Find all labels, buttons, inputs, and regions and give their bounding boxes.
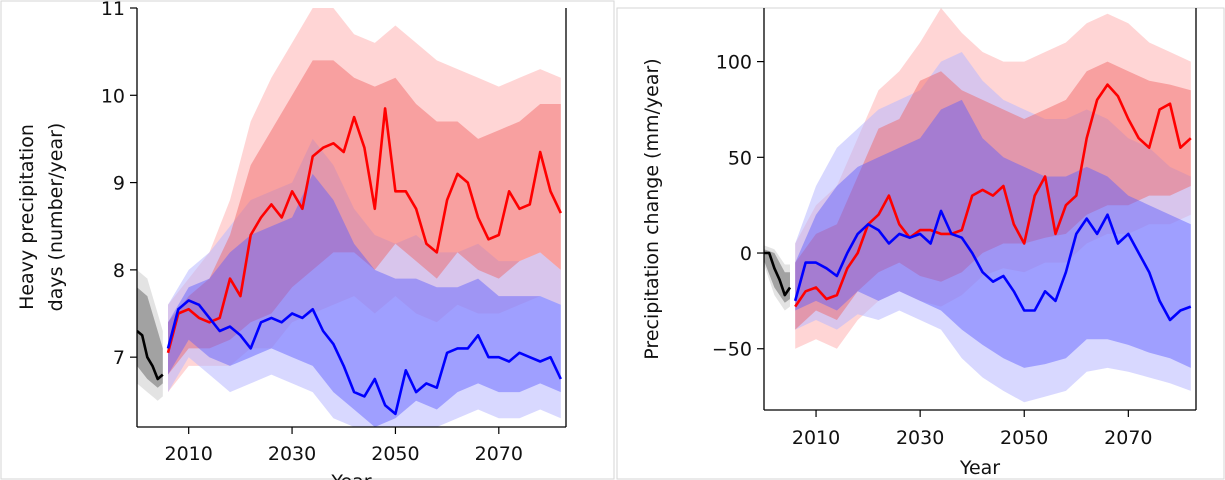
panel-2-xtick-label-2030: 2030 [896,427,944,449]
panel-1-ytick-label-0: 7 [113,347,125,369]
panel-2-plot-area [764,8,1192,403]
panel-2-series-0-line [764,251,792,297]
panel-2-x-axis-label: Year [959,457,1000,479]
panel-1-series-2-line [166,299,562,416]
panel-2-series-2-inner-band [795,99,1191,368]
panel-2-series-2-outer-band [795,52,1191,403]
panel-2: 2010 2030 2050 2070 −50 0 50 100 Year Precipitati… [616,7,1225,480]
panel-1-ytick-label-4: 11 [101,0,125,20]
panel-2-xtick-label-2010: 2010 [792,427,840,449]
panel-2-xtick-label-2070: 2070 [1104,427,1152,449]
panel-1-xtick-label-2010: 2010 [165,443,213,465]
panel-1-series-2-inner-band [168,173,561,427]
panel-1-series-1-inner-band [168,60,561,375]
panel-1-xtick-label-2050: 2050 [371,443,419,465]
panel-2-series-2-line [793,209,1192,322]
panel-1-plot-area [137,8,562,427]
panel-1-series-1-line [166,107,562,354]
panel-1-ytick-label-2: 9 [113,173,125,195]
panel-2-frame [616,7,1225,480]
panel-2-xtick-label-2050: 2050 [1000,427,1048,449]
panel-2-y-axis-label: Precipitation change (mm/year) [641,58,663,359]
panel-1-series-0-line [137,329,164,381]
panel-1: 2010 2030 2050 2070 7 8 9 10 11 Year Heavy precipi… [0,0,615,480]
panel-2-series-1-line [794,83,1192,308]
panel-2-ytick-label-0: −50 [712,339,752,361]
panel-2-ytick-label-1: 0 [740,243,752,265]
panel-1-series-0-inner-band [137,287,163,388]
panel-1-y-axis-label-line-1: Heavy precipitation [16,124,38,310]
panel-1-x-axis-label: Year [330,471,371,480]
panel-1-ytick-label-3: 10 [101,85,125,107]
panel-1-xtick-label-2030: 2030 [268,443,316,465]
panel-1-ytick-label-1: 8 [113,260,125,282]
panel-2-ytick-label-2: 50 [728,147,752,169]
panel-1-frame [0,0,615,480]
panel-1-y-axis-label-line-2: days (number/year) [45,123,67,312]
panel-2-ytick-label-3: 100 [716,52,752,74]
panel-1-xtick-label-2070: 2070 [475,443,523,465]
